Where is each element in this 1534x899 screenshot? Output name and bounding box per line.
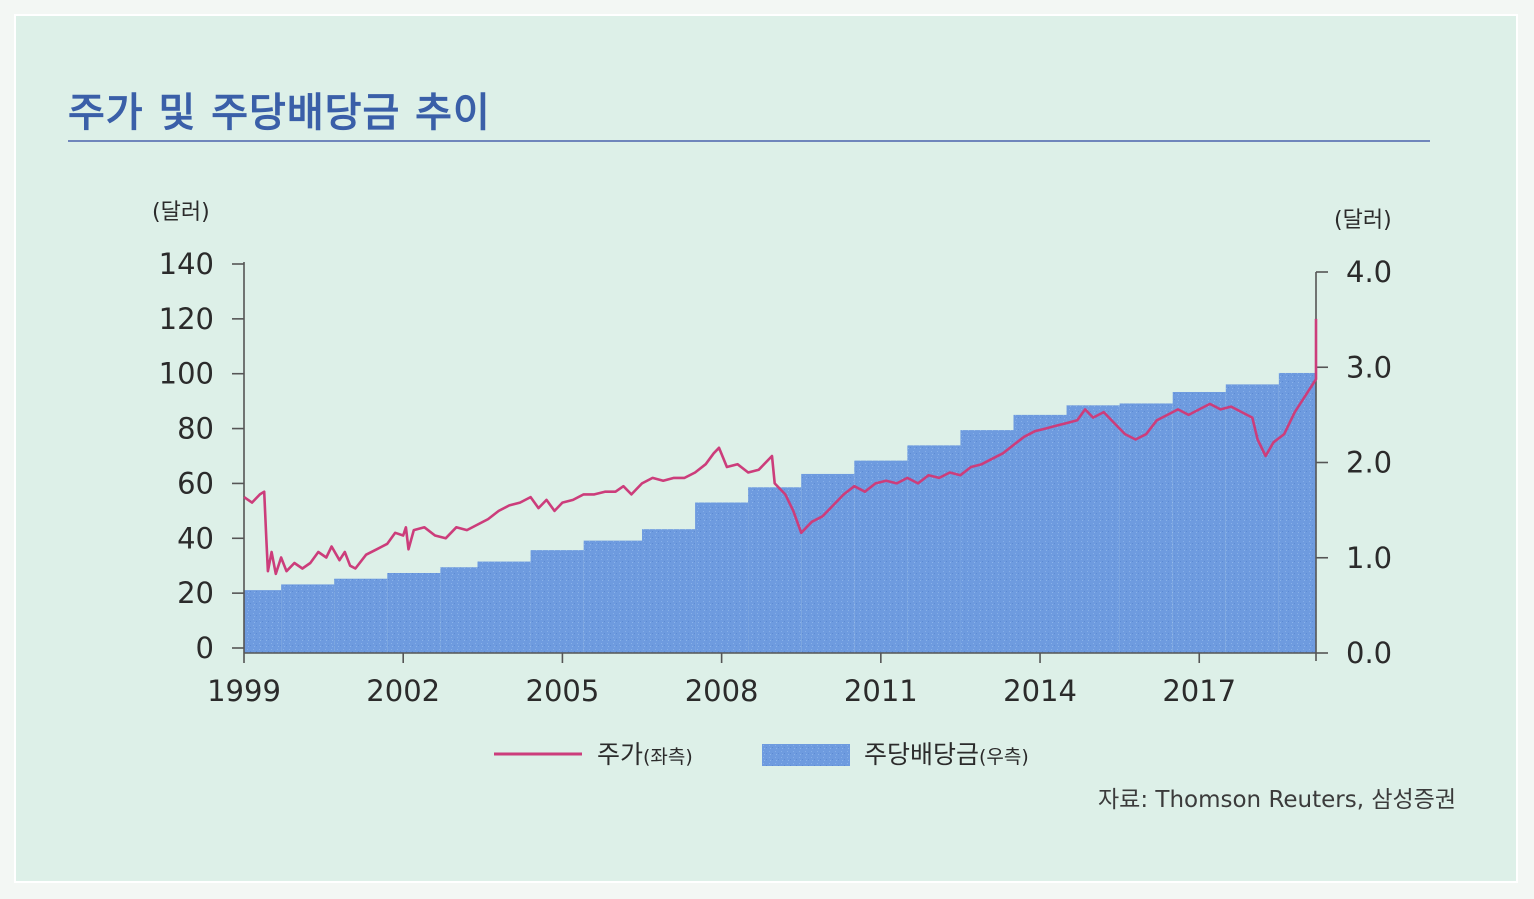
dividend-step-bar — [387, 572, 441, 653]
dividend-step-bar — [244, 590, 282, 653]
x-tick-label: 2011 — [844, 674, 918, 708]
left-axis-unit: (달러) — [152, 200, 210, 225]
dividend-step-bar — [1172, 392, 1226, 653]
legend-dividend-swatch — [762, 744, 850, 766]
right-tick-label: 2.0 — [1346, 446, 1392, 480]
axes — [232, 262, 1328, 663]
source-note: 자료: Thomson Reuters, 삼성증권 — [1098, 787, 1456, 813]
x-tick-label: 2002 — [366, 674, 440, 708]
dividend-step-bar — [854, 460, 908, 653]
dividend-step-bar — [1119, 403, 1173, 653]
right-tick-label: 4.0 — [1346, 255, 1392, 289]
right-axis-unit: (달러) — [1334, 208, 1392, 233]
left-tick-label: 40 — [177, 521, 214, 555]
right-tick-label: 0.0 — [1346, 636, 1392, 670]
x-tick-label: 1999 — [207, 674, 281, 708]
chart-title: 주가 및 주당배당금 추이 — [68, 90, 491, 136]
dividend-step-bar — [440, 567, 478, 653]
left-tick-label: 60 — [177, 466, 214, 500]
dividend-step-bar — [801, 473, 855, 653]
right-tick-label: 3.0 — [1346, 350, 1392, 384]
price-line-series — [243, 318, 1318, 576]
legend-dividend-label: 주당배당금(우측) — [864, 740, 1029, 769]
left-tick-label: 140 — [159, 247, 214, 281]
left-tick-label: 80 — [177, 412, 214, 446]
dividend-step-bar — [748, 487, 802, 653]
left-tick-label: 0 — [196, 631, 214, 665]
x-tick-label: 2014 — [1003, 674, 1077, 708]
left-tick-label: 120 — [159, 302, 214, 336]
dividend-step-bar — [960, 430, 1014, 653]
dividend-step-bar — [477, 561, 531, 653]
dividend-area-series — [244, 372, 1316, 653]
dividend-step-bar — [642, 529, 696, 653]
dividend-step-bar — [695, 502, 749, 653]
dividend-step-bar — [1278, 372, 1316, 653]
dividend-step-bar — [334, 578, 388, 653]
x-tick-label: 2017 — [1162, 674, 1236, 708]
x-tick-label: 2005 — [526, 674, 600, 708]
dividend-step-bar — [281, 584, 335, 653]
title-divider — [68, 140, 1430, 142]
left-tick-label: 20 — [177, 576, 214, 610]
dividend-step-bar — [1066, 405, 1120, 653]
legend-price-label: 주가(좌측) — [597, 740, 693, 769]
dividend-step-bar — [530, 550, 584, 653]
price-line — [243, 318, 1318, 576]
legend: 주가(좌측) 주당배당금(우측) — [494, 740, 1029, 769]
dividend-step-bar — [583, 540, 643, 653]
x-tick-label: 2008 — [685, 674, 759, 708]
dividend-step-bar — [1013, 414, 1067, 653]
dividend-step-bar — [1225, 384, 1279, 653]
left-tick-label: 100 — [159, 357, 214, 391]
right-tick-label: 1.0 — [1346, 541, 1392, 575]
dividend-step-bar — [907, 445, 961, 653]
tick-labels: 0 20 40 60 80 100 120 140 (달러) 0.0 1.0 2.0 3.0 4.0 (달러… — [152, 200, 1392, 708]
